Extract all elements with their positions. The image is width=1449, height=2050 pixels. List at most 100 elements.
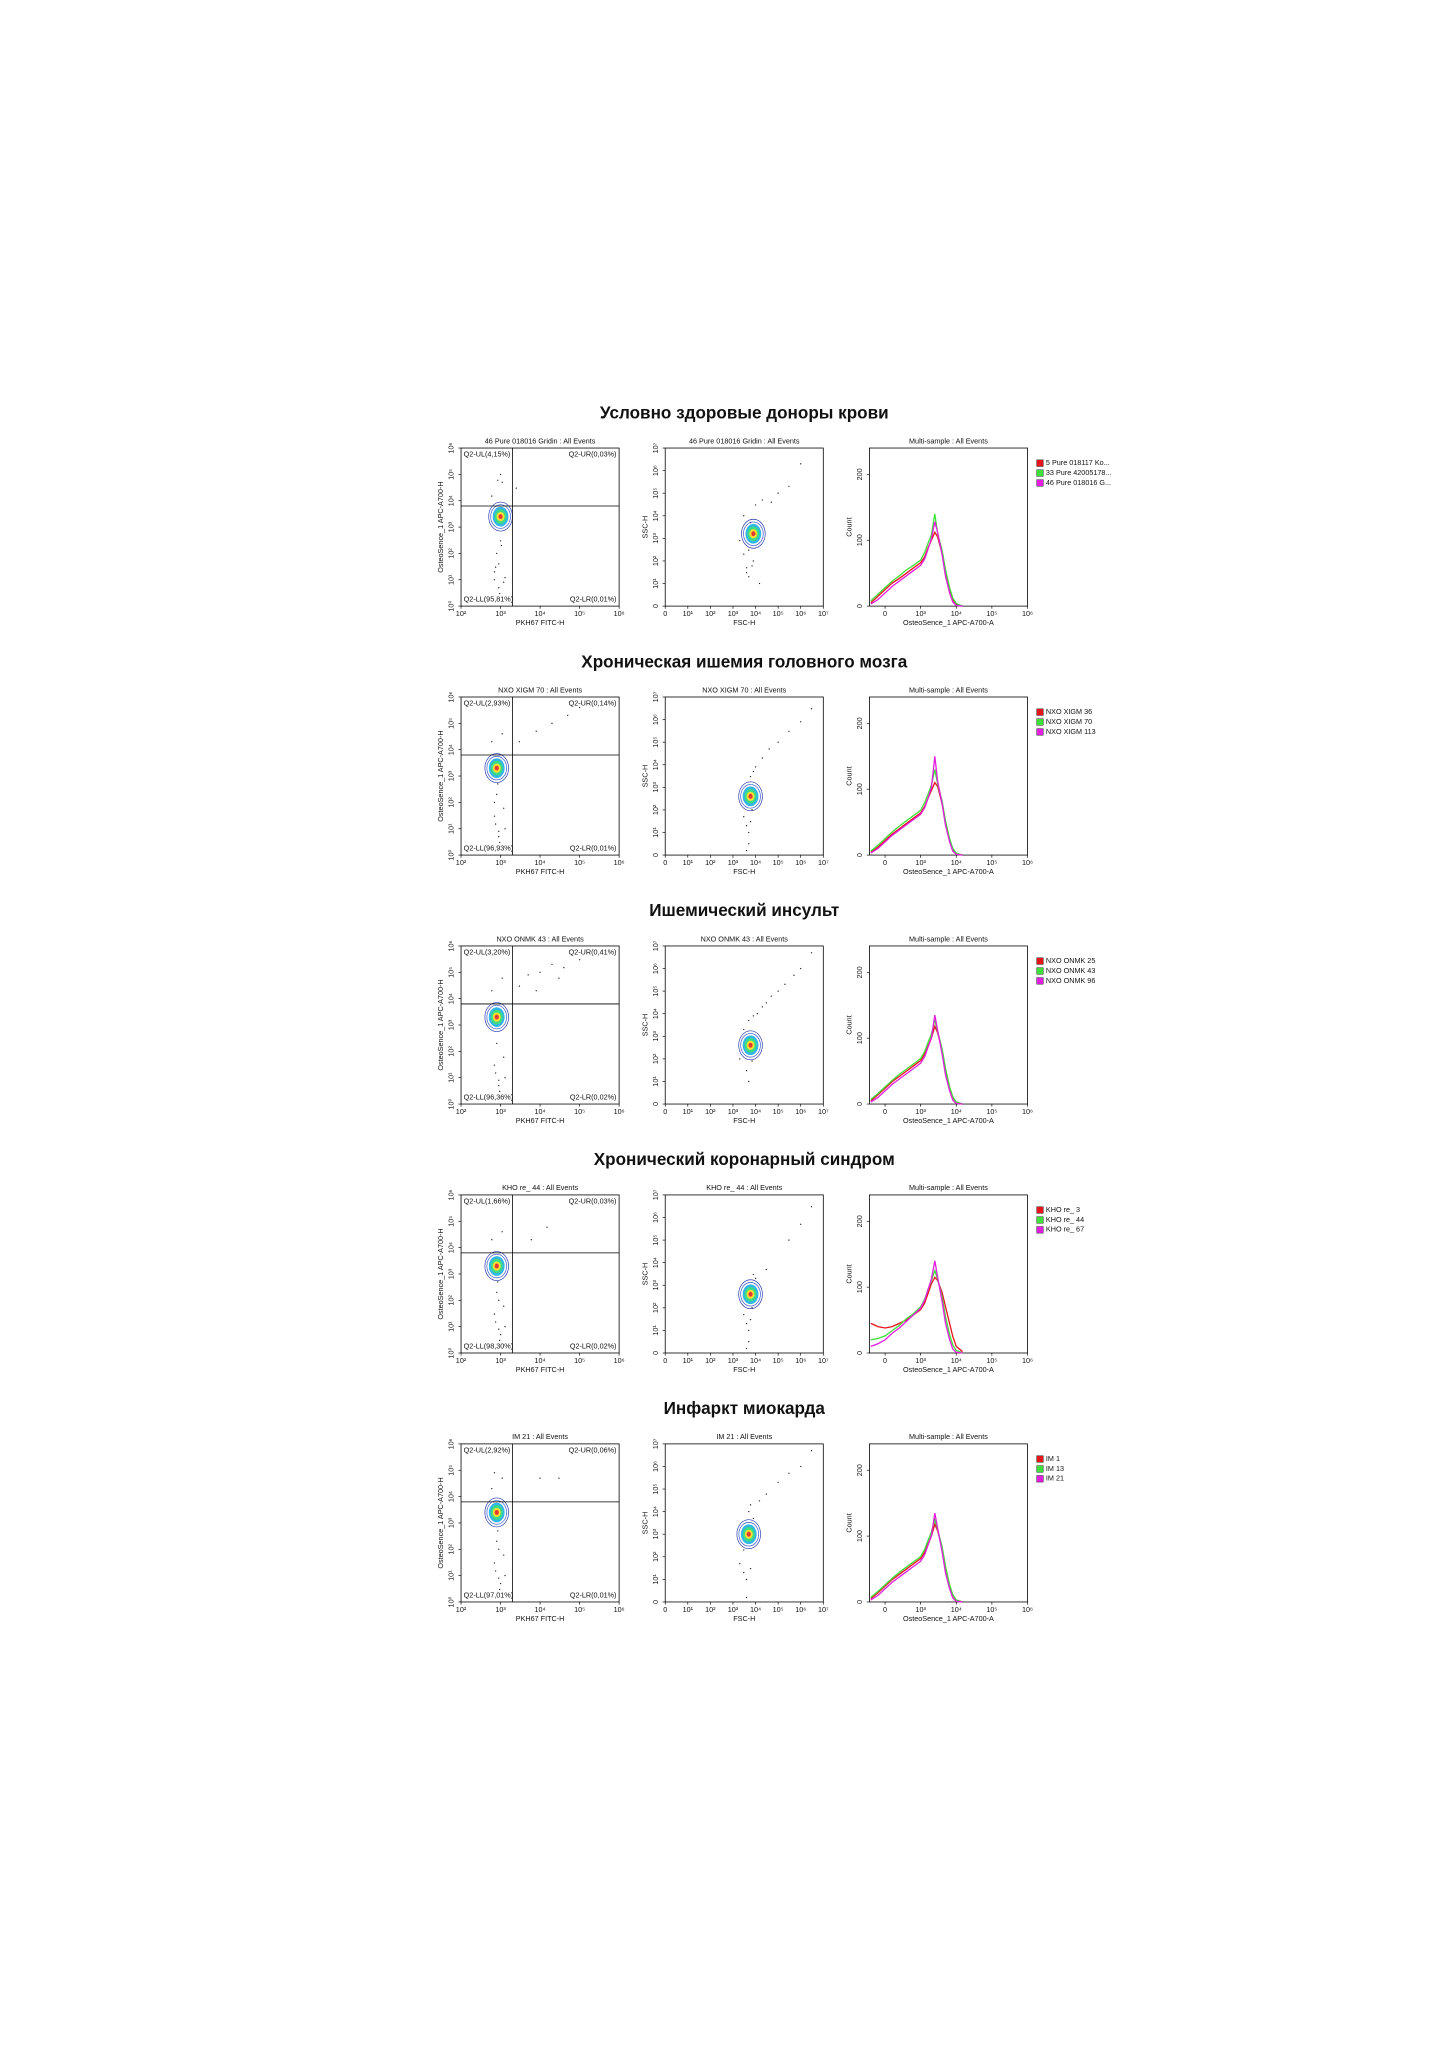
panel-title: 46 Pure 018016 Gridin : All Events xyxy=(485,436,596,445)
y-tick-label: 100 xyxy=(855,534,864,546)
y-tick-label: 10² xyxy=(447,1543,456,1554)
panel-title: Multi-sample : All Events xyxy=(909,685,988,694)
x-axis-label: OsteoSence_1 APC-A700-A xyxy=(903,867,994,876)
x-tick-label: 10⁵ xyxy=(986,1356,997,1365)
event-dot xyxy=(784,983,786,985)
x-tick-label: 10⁴ xyxy=(750,1107,761,1116)
section-title: Условно здоровые доноры крови xyxy=(600,403,889,422)
event-dot xyxy=(749,1504,752,1506)
quadrant-label: Q2-LL(96,93%) xyxy=(464,843,513,852)
plot-frame xyxy=(869,447,1028,607)
plot-frame xyxy=(869,945,1028,1105)
x-axis-label: PKH67 FITC-H xyxy=(516,1116,565,1125)
panel-title: NXO ONMK 43 : All Events xyxy=(496,934,584,943)
event-dot xyxy=(748,1510,750,1513)
density-contour xyxy=(484,1251,509,1281)
y-tick-label: 10¹ xyxy=(447,574,456,585)
y-tick-label: 10³ xyxy=(651,1030,660,1041)
x-tick-label: 10⁵ xyxy=(773,1107,784,1116)
x-tick-label: 0 xyxy=(663,1107,667,1116)
event-dot xyxy=(497,479,499,481)
quadrant-label: Q2-LR(0,01%) xyxy=(570,1590,617,1599)
x-tick-label: 10⁴ xyxy=(535,609,546,618)
x-tick-label: 10⁶ xyxy=(1022,858,1033,867)
event-dot xyxy=(499,1090,501,1093)
legend-label: NXO ONMK 25 xyxy=(1046,956,1095,965)
y-tick-label: 10¹ xyxy=(651,1076,660,1087)
quadrant-label: Q2-UL(2,93%) xyxy=(464,698,511,707)
x-tick-label: 0 xyxy=(883,858,887,867)
density-contour xyxy=(736,1519,761,1550)
event-dot xyxy=(752,1517,755,1520)
x-tick-label: 10⁶ xyxy=(1022,1356,1033,1365)
event-dot xyxy=(743,1571,745,1574)
y-tick-label: 10⁰ xyxy=(447,1098,456,1109)
legend-swatch xyxy=(1036,1206,1044,1214)
y-tick-label: 10⁴ xyxy=(447,744,456,755)
event-dot xyxy=(745,567,748,569)
event-dot xyxy=(493,1064,496,1066)
panel-title: Multi-sample : All Events xyxy=(909,1183,988,1192)
legend-label: NXO ONMK 96 xyxy=(1046,976,1095,985)
x-tick-label: 10³ xyxy=(915,1605,926,1614)
y-tick-label: 10⁰ xyxy=(447,850,456,861)
event-dot xyxy=(493,801,496,804)
y-tick-label: 10² xyxy=(447,1046,456,1057)
x-tick-label: 10² xyxy=(705,858,716,867)
x-tick-label: 10⁶ xyxy=(795,858,806,867)
y-axis-label: OsteoSence_1 APC-A700-H xyxy=(436,979,445,1070)
event-dot xyxy=(498,1084,500,1087)
event-dot xyxy=(751,809,753,811)
plot-frame xyxy=(460,1443,620,1603)
y-tick-label: 10⁶ xyxy=(447,691,456,702)
y-tick-label: 10⁶ xyxy=(651,714,660,725)
quadrant-panel: NXO ONMK 43 : All Events PKH67 FITC-H Oste… xyxy=(436,934,624,1125)
x-tick-label: 10⁴ xyxy=(951,1107,962,1116)
y-axis-label: Count xyxy=(845,1264,854,1283)
legend-label: KHO re_ 3 xyxy=(1046,1205,1080,1214)
legend-swatch xyxy=(1036,708,1044,716)
event-dot xyxy=(498,563,500,565)
event-dot xyxy=(494,566,497,568)
event-dot xyxy=(546,1226,548,1228)
panel-title: NXO XIGM 70 : All Events xyxy=(702,685,786,694)
event-dot xyxy=(800,721,802,723)
x-tick-label: 10⁵ xyxy=(986,858,997,867)
y-tick-label: 100 xyxy=(855,1032,864,1044)
y-tick-label: 10² xyxy=(651,555,660,566)
y-tick-label: 10⁵ xyxy=(651,986,660,997)
event-dot xyxy=(578,959,581,961)
event-dot xyxy=(558,977,560,979)
histogram-line xyxy=(870,1260,963,1354)
x-tick-label: 10⁶ xyxy=(614,858,625,867)
y-tick-label: 10² xyxy=(447,797,456,808)
x-tick-label: 10³ xyxy=(915,858,926,867)
x-axis-label: PKH67 FITC-H xyxy=(516,1365,565,1374)
legend-swatch xyxy=(1036,1216,1044,1224)
y-tick-label: 0 xyxy=(855,1102,864,1106)
y-tick-label: 200 xyxy=(855,1464,864,1476)
legend-swatch xyxy=(1036,977,1044,985)
y-tick-label: 100 xyxy=(855,1530,864,1542)
density-contour xyxy=(738,1279,763,1310)
plot-frame xyxy=(460,447,620,607)
density-contour xyxy=(484,1497,509,1528)
y-axis-label: OsteoSence_1 APC-A700-H xyxy=(436,1228,445,1319)
event-dot xyxy=(499,1333,502,1336)
y-tick-label: 10⁴ xyxy=(651,1008,660,1019)
event-dot xyxy=(491,1487,493,1490)
y-tick-label: 10³ xyxy=(447,1268,456,1279)
event-dot xyxy=(788,1472,790,1474)
event-dot xyxy=(777,1481,779,1483)
density-contour xyxy=(486,1500,507,1525)
y-tick-label: 10³ xyxy=(447,1019,456,1030)
density-contour xyxy=(748,1042,753,1048)
event-dot xyxy=(745,825,748,827)
panel-title: IM 21 : All Events xyxy=(716,1432,772,1441)
x-tick-label: 10⁵ xyxy=(574,1605,585,1614)
panel-title: KHO re_ 44 : All Events xyxy=(706,1183,782,1192)
legend-swatch xyxy=(1036,1465,1044,1473)
legend-label: 33 Pure 42005178... xyxy=(1046,468,1112,477)
event-dot xyxy=(496,1042,498,1045)
